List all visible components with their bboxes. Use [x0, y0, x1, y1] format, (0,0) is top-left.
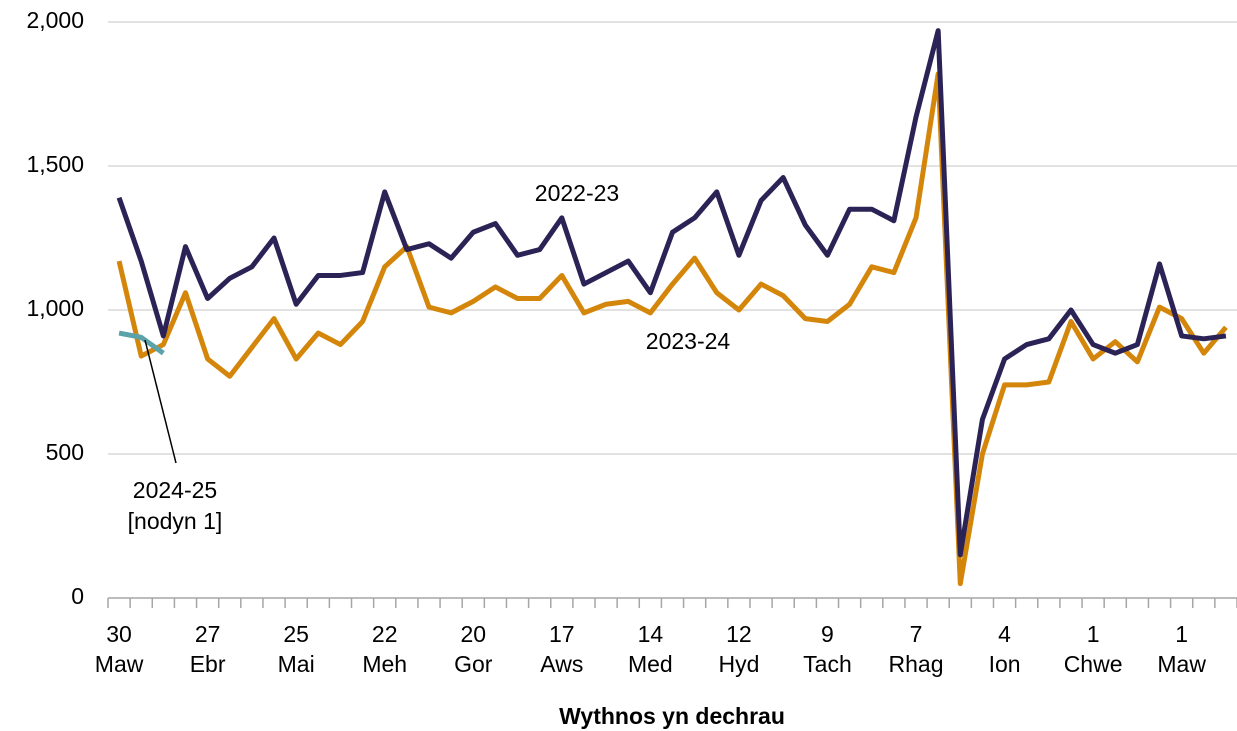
x-tick-label: Tach [803, 651, 852, 677]
x-tick-label: 30 [106, 621, 132, 647]
x-tick-label: Meh [362, 651, 407, 677]
x-tick-label: Chwe [1064, 651, 1123, 677]
x-tick-label: 20 [460, 621, 486, 647]
series-note: [nodyn 1] [128, 508, 223, 534]
x-tick-label: 25 [283, 621, 309, 647]
x-tick-label: Maw [95, 651, 144, 677]
series-label: 2023-24 [646, 328, 731, 354]
x-tick-label: Ion [989, 651, 1021, 677]
x-tick-label: Aws [540, 651, 583, 677]
x-tick-label: 14 [638, 621, 664, 647]
y-tick-label: 2,000 [26, 7, 84, 33]
x-tick-label: 1 [1087, 621, 1100, 647]
x-tick-label: Gor [454, 651, 493, 677]
x-tick-label: 1 [1175, 621, 1188, 647]
line-series [116, 28, 1227, 558]
y-tick-label: 1,000 [26, 295, 84, 321]
x-tick-label: Rhag [889, 651, 944, 677]
x-tick-label: 7 [910, 621, 923, 647]
x-tick-label: Hyd [718, 651, 759, 677]
x-tick-label: 17 [549, 621, 575, 647]
x-tick-label: Med [628, 651, 673, 677]
x-tick-label: 12 [726, 621, 752, 647]
series-label: 2024-25 [133, 477, 217, 503]
x-tick-label: 4 [998, 621, 1011, 647]
y-tick-label: 1,500 [26, 151, 84, 177]
line-series [116, 71, 1228, 587]
line-series [118, 330, 165, 356]
y-tick-label: 0 [71, 583, 84, 609]
y-tick-label: 500 [46, 439, 84, 465]
x-tick-label: 27 [195, 621, 221, 647]
x-tick-label: Mai [278, 651, 315, 677]
x-axis-title: Wythnos yn dechrau [559, 703, 785, 729]
leader-line [144, 339, 177, 464]
x-tick-label: Maw [1157, 651, 1206, 677]
x-tick-label: Ebr [190, 651, 226, 677]
series-label: 2022-23 [535, 180, 619, 206]
x-tick-label: 22 [372, 621, 398, 647]
x-tick-label: 9 [821, 621, 834, 647]
